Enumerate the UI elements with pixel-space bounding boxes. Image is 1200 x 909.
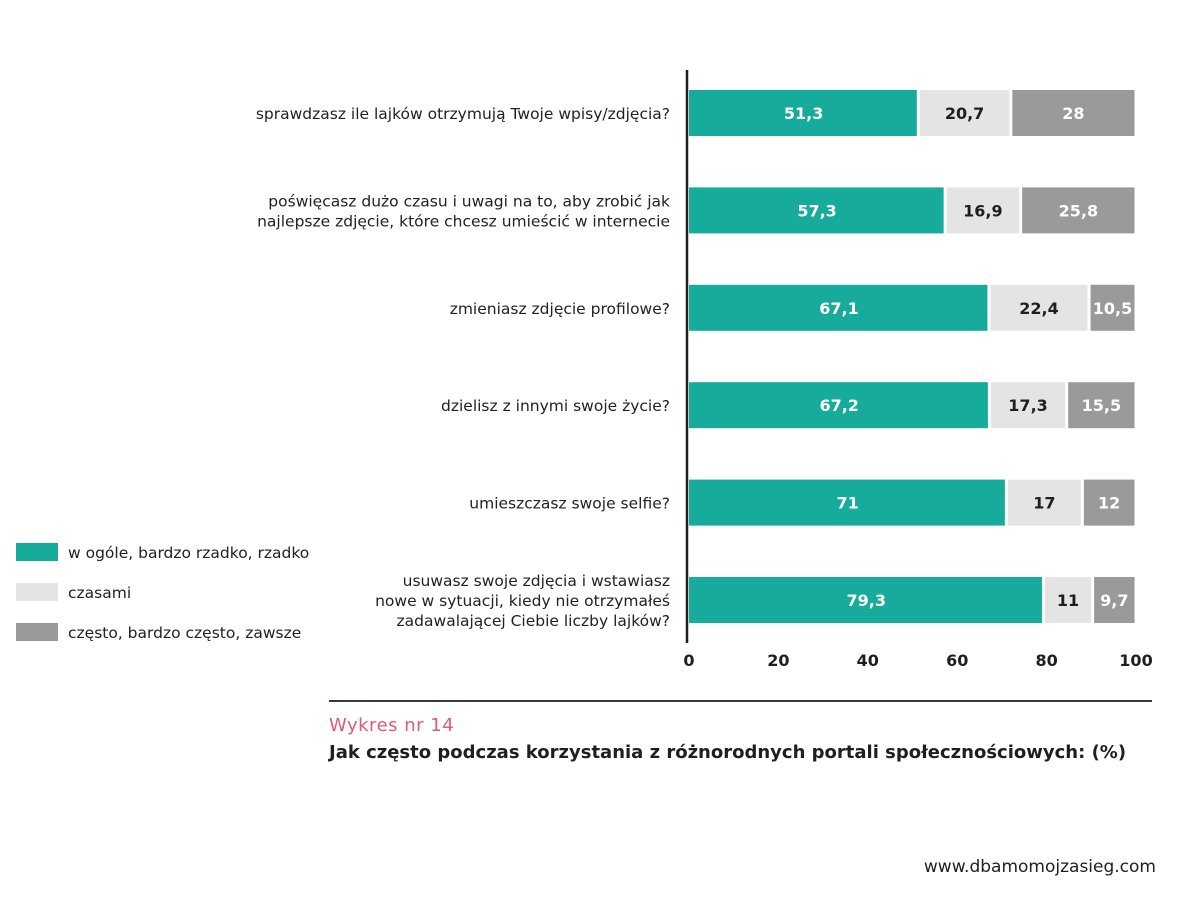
bar-3-row-2 [1022, 187, 1135, 234]
x-tick-label: 100 [1119, 651, 1152, 670]
bar-3-row-4 [1068, 382, 1135, 429]
bar-2-row-1 [919, 90, 1010, 136]
category-label: dzielisz z innymi swoje życie? [441, 397, 670, 415]
bar-2-row-2 [946, 187, 1020, 234]
x-tick-label: 80 [1035, 651, 1057, 670]
category-label: poświęcasz dużo czasu i uwagi na to, aby… [268, 192, 670, 210]
data-label: 57,3 [797, 201, 836, 220]
data-label: 17,3 [1008, 396, 1047, 415]
data-label: 71 [837, 494, 859, 513]
category-label: zadawalającej Ciebie liczby lajków? [397, 612, 670, 630]
x-tick-label: 60 [946, 651, 968, 670]
x-tick-label: 40 [857, 651, 879, 670]
data-label: 67,1 [819, 299, 858, 318]
x-axis-ticks: 0 20 40 60 80 100 [683, 651, 1152, 670]
category-label: nowe w sytuacji, kiedy nie otrzymałeś [375, 592, 670, 610]
bar-2-row-6 [1044, 577, 1092, 623]
x-tick-label: 0 [683, 651, 694, 670]
bar-1-row-4 [689, 382, 988, 429]
bar-2-row-4 [990, 382, 1066, 429]
data-label: 79,3 [846, 591, 885, 610]
caption-divider [329, 700, 1152, 702]
bar-2-row-3 [990, 284, 1088, 331]
bar-1-row-2 [689, 187, 944, 234]
data-label: 51,3 [784, 104, 823, 123]
legend-label: w ogóle, bardzo rzadko, rzadko [68, 544, 309, 562]
bar-3-row-5 [1083, 479, 1135, 526]
legend-swatch [16, 543, 58, 561]
legend: w ogóle, bardzo rzadko, rzadko czasami czę… [16, 543, 309, 642]
data-label: 22,4 [1019, 299, 1058, 318]
bars-group: 51,3 20,7 28 57,3 16,9 25,8 67,1 22,4 10,5 67,2 17… [689, 90, 1135, 623]
chart-title: Jak często podczas korzystania z różnoro… [329, 742, 1127, 763]
stacked-bar-chart: 51,3 20,7 28 57,3 16,9 25,8 67,1 22,4 10,5 67,2 17… [16, 70, 1153, 670]
data-label: 15,5 [1082, 396, 1121, 415]
site-url: www.dbamomojzasieg.com [923, 857, 1156, 877]
data-label: 20,7 [945, 104, 984, 123]
category-labels: sprawdzasz ile lajków otrzymują Twoje wp… [256, 105, 670, 630]
data-label: 16,9 [963, 201, 1002, 220]
data-label: 28 [1062, 104, 1084, 123]
bar-3-row-6 [1094, 577, 1135, 623]
category-label: sprawdzasz ile lajków otrzymują Twoje wp… [256, 105, 670, 123]
bar-3-row-1 [1012, 90, 1135, 136]
data-label: 9,7 [1100, 591, 1128, 610]
legend-swatch [16, 623, 58, 641]
data-label: 11 [1057, 591, 1079, 610]
chart-number: Wykres nr 14 [329, 715, 455, 736]
data-label: 10,5 [1093, 299, 1132, 318]
legend-swatch [16, 583, 58, 601]
bar-1-row-1 [689, 90, 917, 136]
legend-label: czasami [68, 584, 131, 602]
category-label: umieszczasz swoje selfie? [469, 495, 670, 513]
data-label: 12 [1098, 494, 1120, 513]
x-tick-label: 20 [767, 651, 789, 670]
bar-1-row-5 [689, 479, 1005, 526]
bar-1-row-6 [689, 577, 1042, 623]
category-label: zmieniasz zdjęcie profilowe? [450, 300, 670, 318]
bar-2-row-5 [1007, 479, 1081, 526]
category-label: usuwasz swoje zdjęcia i wstawiasz [403, 572, 670, 590]
legend-label: często, bardzo często, zawsze [68, 624, 301, 642]
data-label: 25,8 [1059, 201, 1098, 220]
bar-1-row-3 [689, 284, 988, 331]
data-label: 17 [1033, 494, 1055, 513]
data-label: 67,2 [819, 396, 858, 415]
bar-3-row-3 [1090, 284, 1135, 331]
category-label: najlepsze zdjęcie, które chcesz umieścić… [257, 212, 670, 230]
